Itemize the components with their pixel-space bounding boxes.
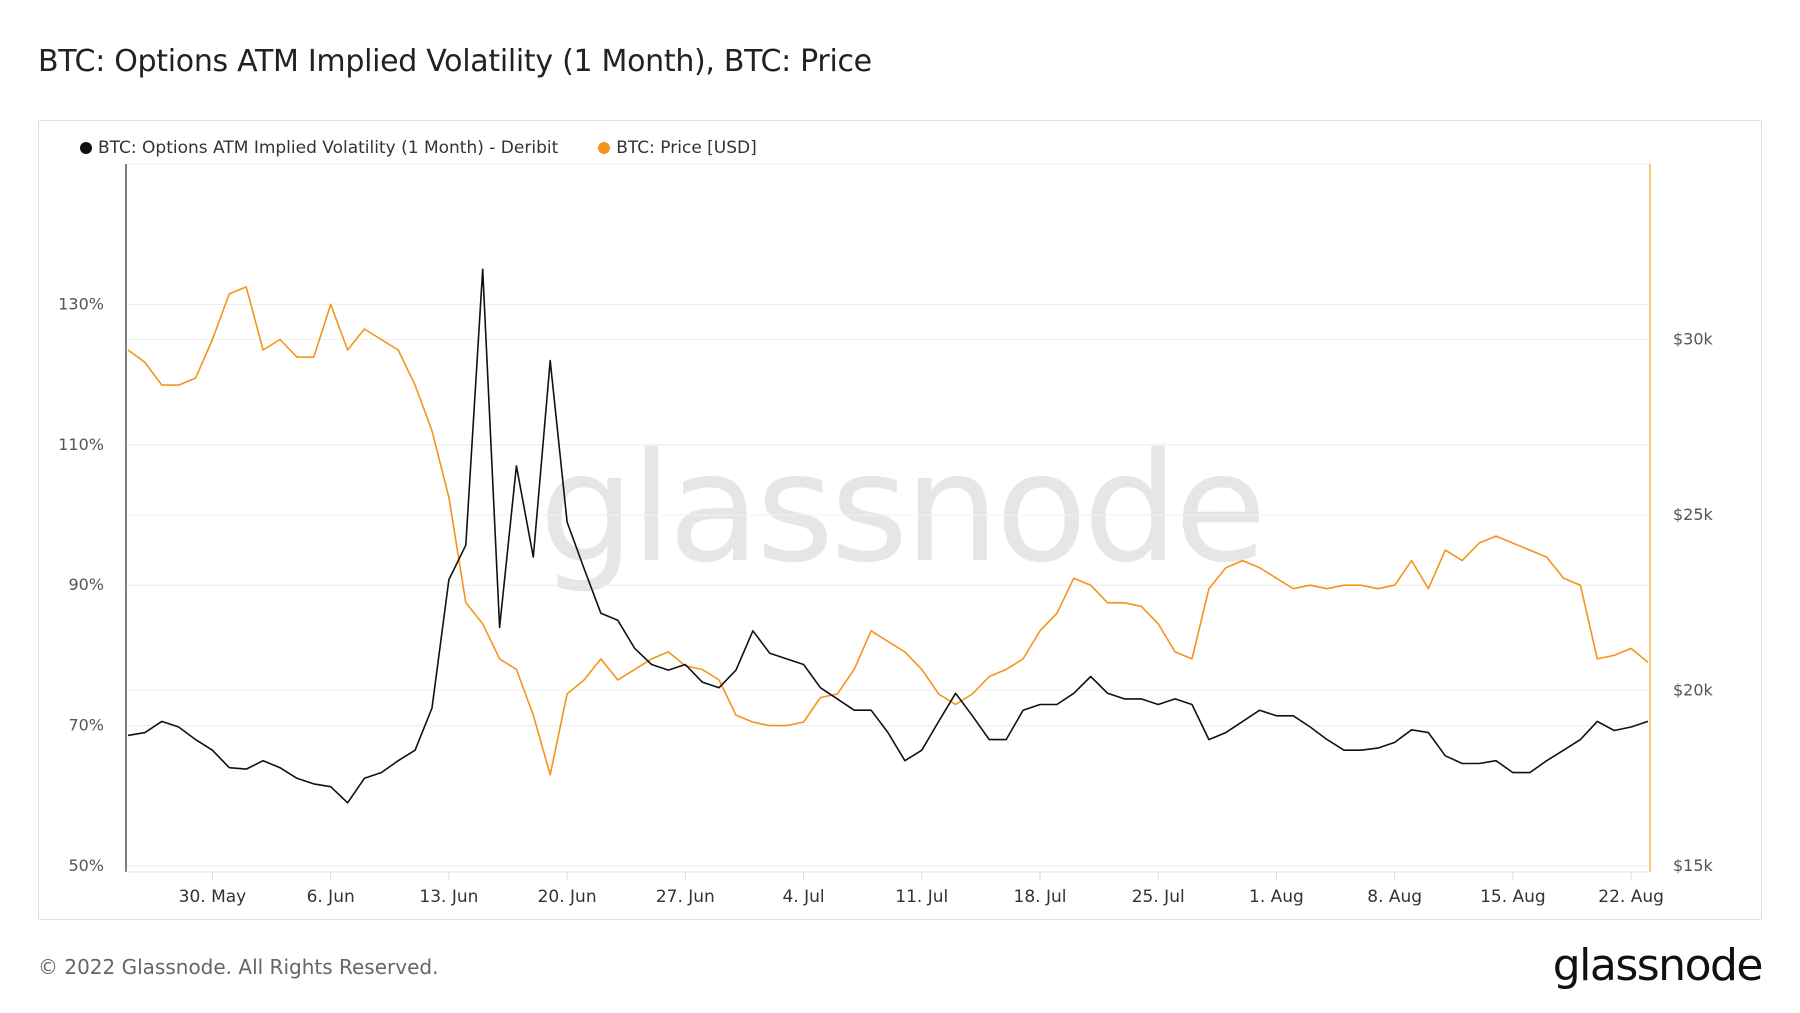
y-left-tick-label: 50% (68, 856, 104, 875)
legend-dot-icon (80, 142, 92, 154)
y-right-tick-label: $25k (1673, 505, 1714, 524)
x-tick-label: 18. Jul (1014, 887, 1067, 907)
chart-card (38, 120, 1762, 920)
y-left-tick-label: 110% (58, 435, 104, 454)
x-tick-label: 22. Aug (1598, 887, 1664, 907)
x-tick-label: 25. Jul (1132, 887, 1185, 907)
legend: BTC: Options ATM Implied Volatility (1 M… (80, 138, 757, 158)
x-tick-label: 13. Jun (419, 887, 478, 907)
watermark: glassnode (539, 422, 1262, 596)
legend-dot-icon (598, 142, 611, 154)
chart-title: BTC: Options ATM Implied Volatility (1 M… (38, 44, 872, 79)
x-tick-label: 27. Jun (656, 887, 715, 907)
x-tick-label: 8. Aug (1367, 887, 1422, 907)
x-tick-label: 20. Jun (538, 887, 597, 907)
y-left-tick-label: 90% (68, 575, 104, 594)
footer-copyright: © 2022 Glassnode. All Rights Reserved. (38, 955, 439, 979)
x-tick-label: 11. Jul (895, 887, 948, 907)
series-line-price (127, 286, 1649, 776)
x-tick-label: 1. Aug (1249, 887, 1304, 907)
series-line-implied-volatility (127, 268, 1649, 804)
y-right-tick-label: $20k (1673, 681, 1714, 700)
y-left-tick-label: 70% (68, 716, 104, 735)
y-right-tick-label: $15k (1673, 856, 1714, 875)
x-tick-label: 6. Jun (307, 887, 355, 907)
y-right-tick-label: $30k (1673, 330, 1714, 349)
x-tick-label: 15. Aug (1480, 887, 1546, 907)
x-tick-label: 4. Jul (782, 887, 824, 907)
legend-item-implied-volatility[interactable]: BTC: Options ATM Implied Volatility (1 M… (80, 138, 558, 158)
legend-label: BTC: Options ATM Implied Volatility (1 M… (98, 138, 559, 158)
legend-label: BTC: Price [USD] (616, 138, 757, 158)
legend-item-price[interactable]: BTC: Price [USD] (598, 138, 757, 158)
x-tick-label: 30. May (179, 887, 247, 907)
glassnode-logo: glassnode (1552, 940, 1764, 991)
y-left-tick-label: 130% (58, 294, 104, 313)
